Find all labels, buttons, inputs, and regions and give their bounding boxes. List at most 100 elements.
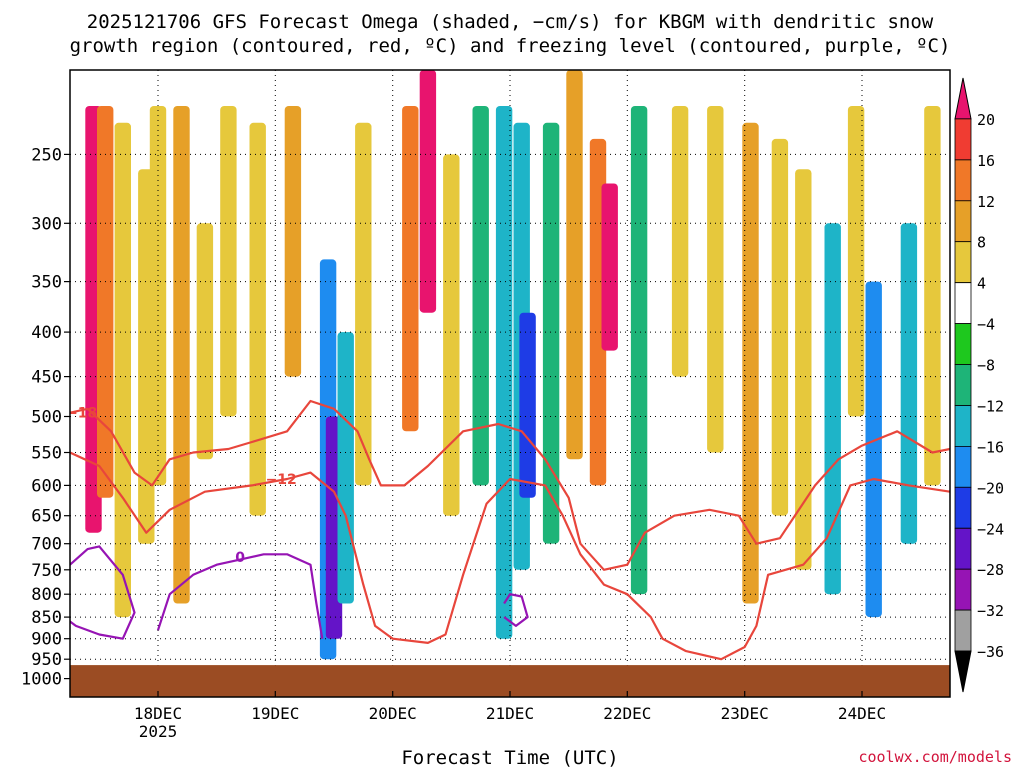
temperature-contours: −18 −12 0	[66, 399, 950, 661]
contour-line	[70, 451, 950, 661]
omega-cell	[671, 106, 689, 377]
colorbar-label: −32	[977, 602, 1004, 620]
omega-cell	[355, 122, 372, 486]
y-axis-ticks: 2503003504004505005506006507007508008509…	[21, 145, 70, 690]
contour-label: 0	[235, 550, 245, 566]
omega-cell	[97, 106, 114, 498]
contour-label: −12	[266, 472, 297, 488]
colorbar-swatch	[954, 323, 972, 365]
colorbar-label: 8	[977, 234, 986, 252]
y-tick-label: 1000	[21, 670, 62, 690]
credit-label: coolwx.com/models	[858, 748, 1012, 766]
contour-label: −18	[66, 406, 97, 422]
y-tick-label: 250	[31, 145, 62, 165]
contour-line	[503, 593, 529, 628]
y-tick-label: 750	[31, 561, 62, 581]
y-tick-label: 850	[31, 608, 62, 628]
x-year-label: 2025	[139, 722, 178, 741]
colorbar-label: 4	[977, 275, 986, 293]
colorbar-swatch	[954, 445, 972, 488]
omega-cell	[824, 223, 841, 595]
colorbar-label: −36	[977, 643, 1004, 661]
omega-cell	[742, 122, 759, 604]
y-tick-label: 550	[31, 444, 62, 464]
omega-cell	[284, 106, 302, 377]
colorbar-swatch	[954, 282, 972, 325]
contour-line	[70, 545, 136, 640]
colorbar-swatch	[954, 200, 972, 243]
x-axis-label: Forecast Time (UTC)	[401, 747, 618, 768]
omega-cell	[419, 70, 437, 313]
x-tick-label: 24DEC	[838, 704, 886, 723]
omega-cell	[196, 223, 214, 460]
omega-cell	[707, 106, 724, 453]
omega-cell	[472, 106, 489, 486]
x-axis-ticks: 18DEC 19DEC 20DEC 21DEC 22DEC 23DEC 24DEC	[134, 691, 886, 723]
x-tick-label: 20DEC	[369, 704, 417, 723]
colorbar-swatch	[954, 609, 972, 652]
colorbar-label: −8	[977, 357, 995, 375]
x-tick-label: 19DEC	[251, 704, 299, 723]
colorbar-swatch	[954, 364, 972, 406]
colorbar-swatch	[954, 241, 972, 283]
omega-cell	[924, 106, 941, 486]
omega-cell	[771, 138, 789, 516]
chart-subtitle: growth region (contoured, red, ºC) and f…	[70, 35, 951, 57]
y-tick-label: 300	[31, 214, 62, 234]
omega-cell	[795, 169, 812, 570]
colorbar-label: 16	[977, 152, 995, 170]
omega-cell	[337, 332, 354, 604]
contour-line	[156, 553, 324, 639]
colorbar-label: 12	[977, 193, 995, 211]
y-tick-label: 350	[31, 273, 62, 293]
y-tick-label: 650	[31, 507, 62, 527]
omega-cell	[249, 122, 266, 516]
colorbar-label: 20	[977, 111, 995, 129]
omega-cell	[495, 106, 513, 639]
colorbar-swatch	[954, 650, 972, 693]
colorbar-swatch	[954, 486, 972, 529]
omega-cell	[220, 106, 237, 417]
chart-title: 2025121706 GFS Forecast Omega (shaded, −…	[87, 11, 934, 33]
colorbar-swatch	[954, 159, 972, 202]
colorbar: 20 16 12 8 4 −4 −8 −12 −16 −20 −24 −28 −32 −36	[954, 77, 1004, 693]
omega-cell	[566, 70, 583, 460]
omega-cell	[519, 312, 536, 498]
omega-cell	[443, 154, 460, 516]
y-tick-label: 900	[31, 630, 62, 650]
omega-cell	[114, 122, 131, 618]
colorbar-label: −24	[977, 520, 1004, 538]
colorbar-label: −12	[977, 398, 1004, 416]
omega-cell	[847, 106, 865, 417]
colorbar-swatch	[954, 77, 972, 120]
omega-shading	[85, 70, 941, 660]
x-tick-label: 23DEC	[721, 704, 769, 723]
colorbar-label: −28	[977, 561, 1004, 579]
omega-cell	[542, 122, 560, 544]
x-tick-label: 18DEC	[134, 704, 182, 723]
y-tick-label: 950	[31, 650, 62, 670]
colorbar-swatch	[954, 405, 972, 447]
colorbar-label: −20	[977, 479, 1004, 497]
colorbar-swatch	[954, 568, 972, 611]
omega-cell	[173, 106, 190, 604]
omega-cell	[630, 106, 648, 595]
omega-cell	[601, 183, 618, 351]
colorbar-label: −4	[977, 316, 995, 334]
y-tick-label: 450	[31, 368, 62, 388]
y-tick-label: 800	[31, 585, 62, 605]
omega-cell	[402, 106, 419, 432]
colorbar-swatch	[954, 118, 972, 161]
omega-cell	[865, 281, 882, 618]
y-tick-label: 700	[31, 535, 62, 555]
colorbar-swatch	[954, 527, 972, 570]
x-tick-label: 22DEC	[603, 704, 651, 723]
y-tick-label: 400	[31, 323, 62, 343]
omega-cell	[900, 223, 918, 544]
y-tick-label: 600	[31, 476, 62, 496]
x-tick-label: 21DEC	[486, 704, 534, 723]
y-tick-label: 500	[31, 408, 62, 428]
contour-line	[70, 399, 950, 571]
